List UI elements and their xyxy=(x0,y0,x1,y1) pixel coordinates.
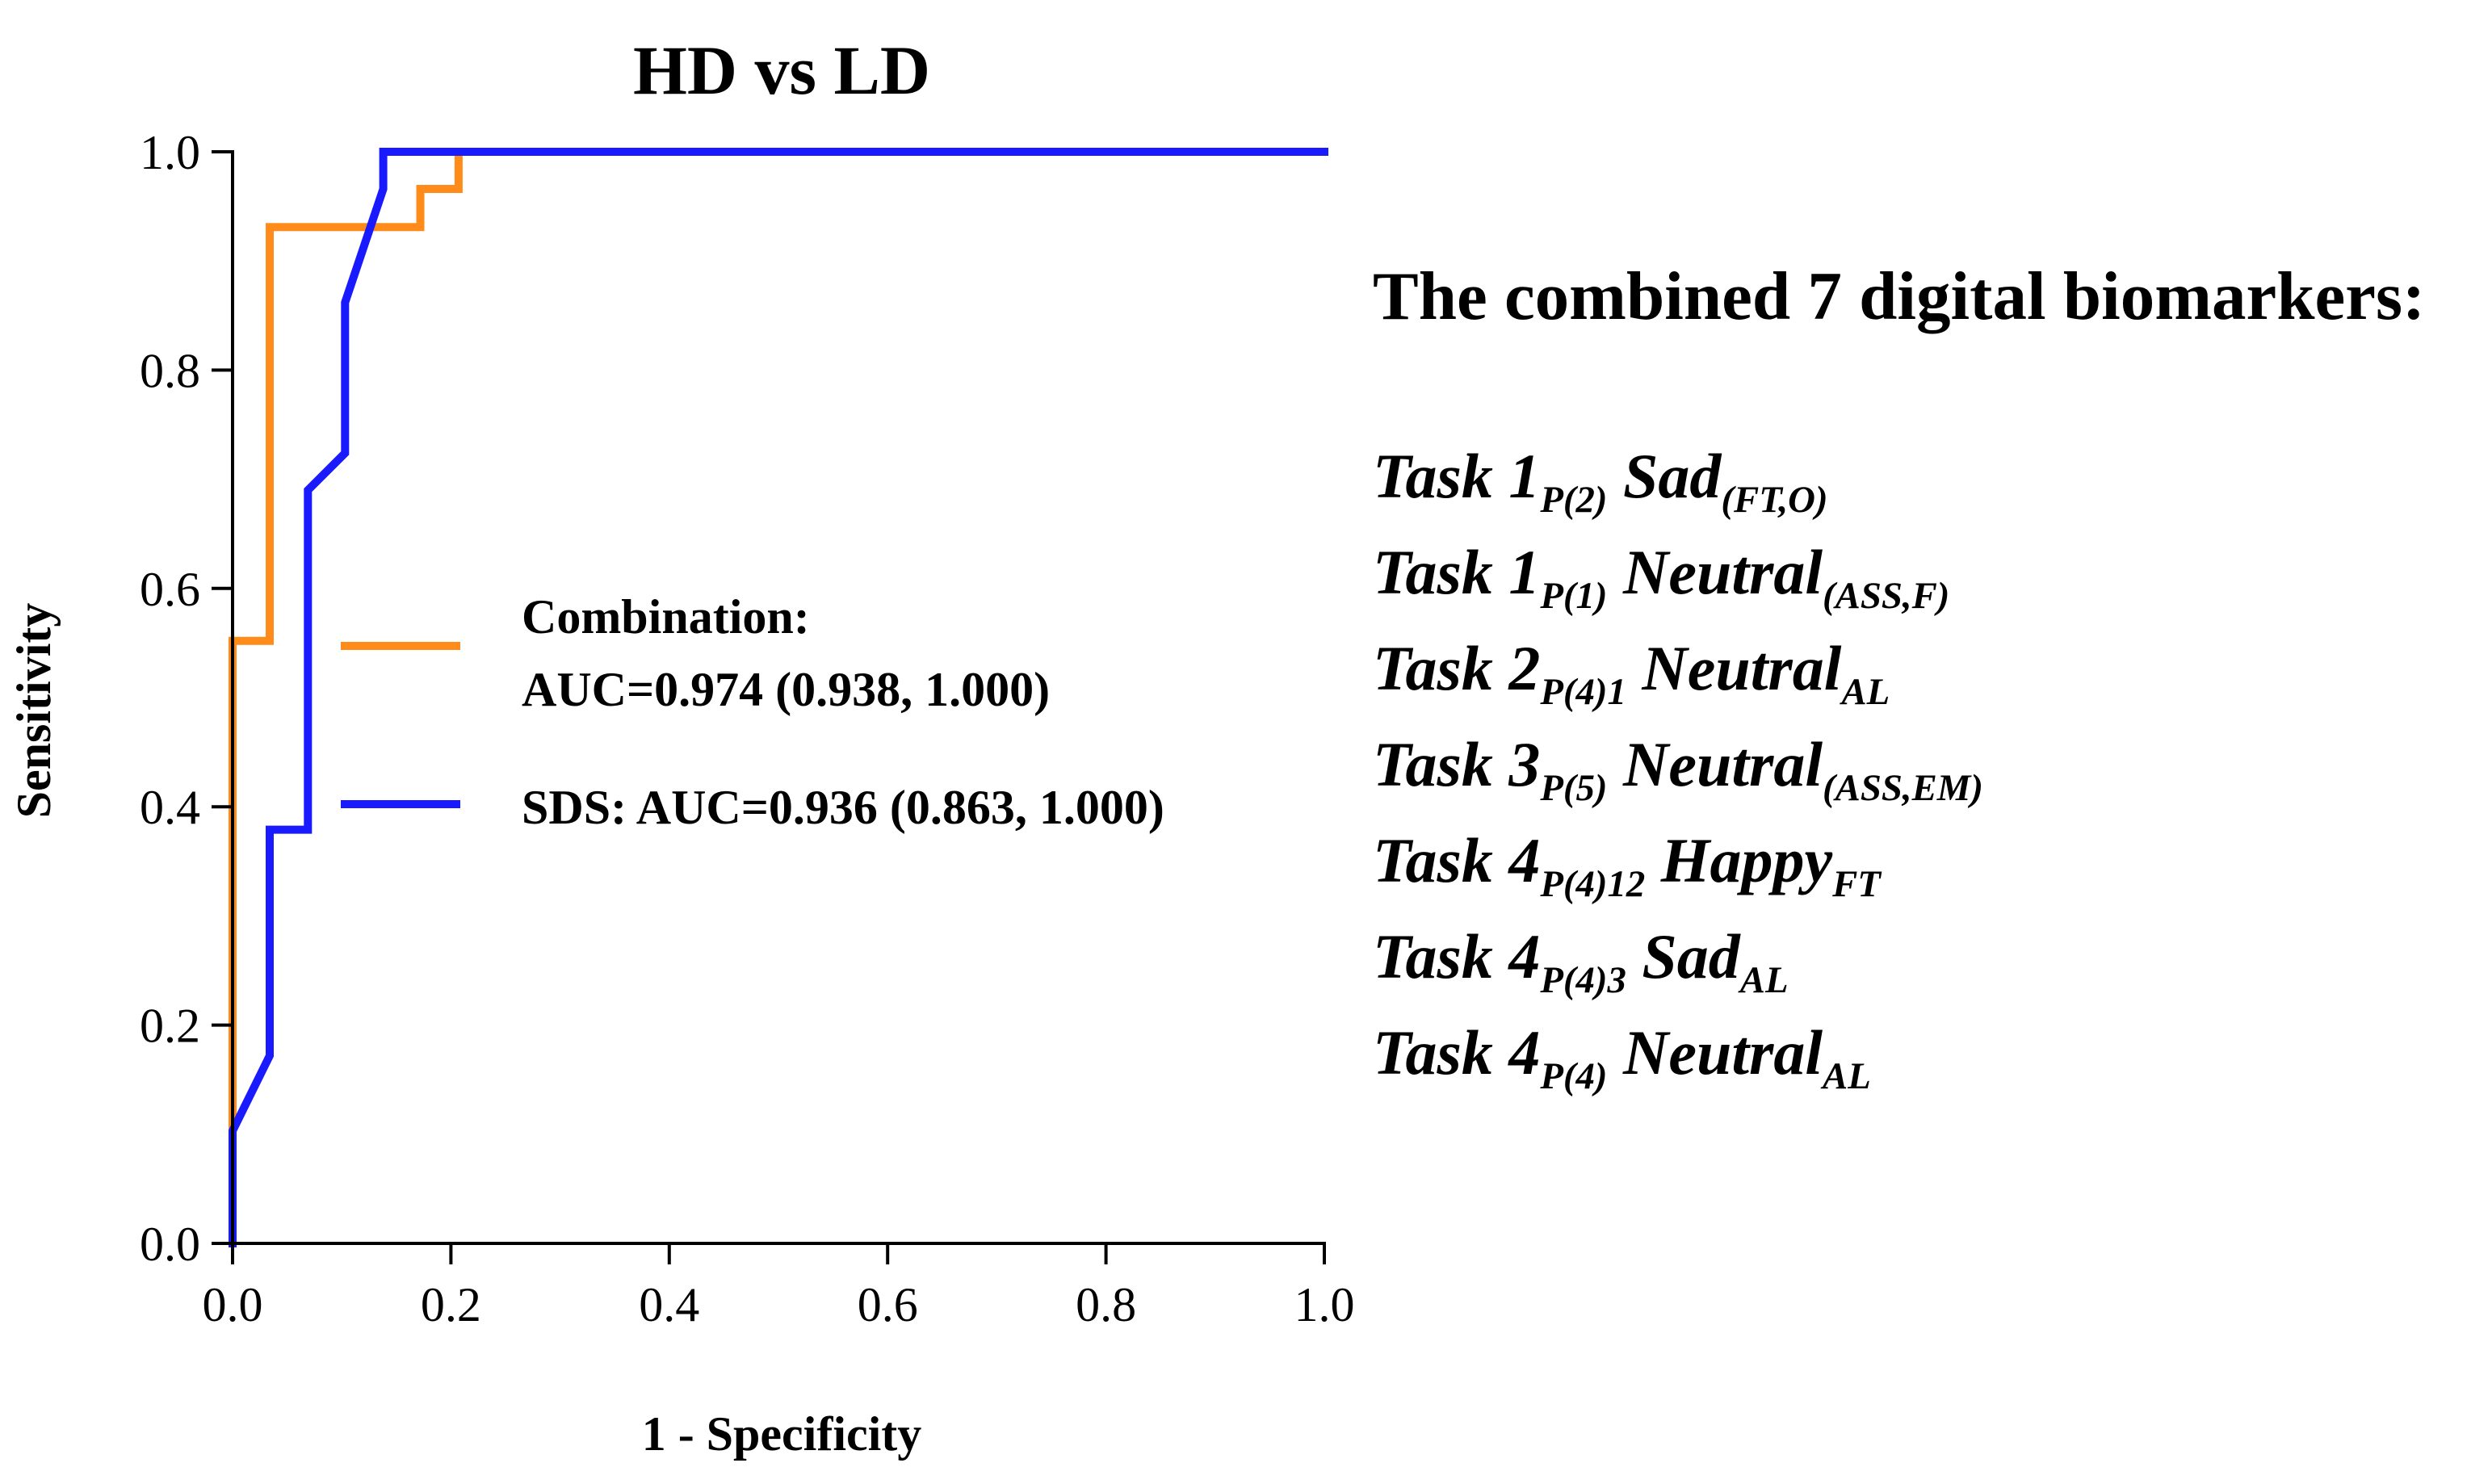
x-tick-label: 1.0 xyxy=(1294,1278,1355,1331)
biomarker-task: Task 1 xyxy=(1373,537,1541,607)
biomarker-task-sub: P(2) xyxy=(1540,478,1608,521)
y-tick-label: 0.0 xyxy=(140,1218,200,1271)
legend-label-sds: SDS: AUC=0.936 (0.863, 1.000) xyxy=(522,781,1164,834)
biomarker-emotion-sub: AL xyxy=(1739,958,1789,1001)
biomarker-item: Task 1P(2) Sad(FT,O) xyxy=(1373,428,1983,524)
legend: Combination: AUC=0.974 (0.938, 1.000) SD… xyxy=(341,590,1164,834)
series-line-sds xyxy=(229,148,1328,1247)
biomarker-task-sub: P(4) xyxy=(1540,1054,1608,1097)
y-axis-label: Sensitivity xyxy=(7,603,61,819)
biomarker-task-sub: P(1) xyxy=(1540,574,1608,617)
y-tick-label: 0.4 xyxy=(140,781,200,834)
y-tick-label: 1.0 xyxy=(140,126,200,179)
biomarker-task: Task 3 xyxy=(1373,729,1541,799)
biomarker-emotion-sub: (FT,O) xyxy=(1721,478,1828,521)
x-tick-label: 0.6 xyxy=(858,1278,918,1331)
biomarker-item: Task 2P(4)1 NeutralAL xyxy=(1373,620,1983,716)
biomarker-emotion: Neutral xyxy=(1623,1017,1823,1088)
biomarker-item: Task 4P(4)3 SadAL xyxy=(1373,908,1983,1004)
biomarker-task: Task 4 xyxy=(1373,1017,1541,1088)
biomarker-task-sub: P(5) xyxy=(1540,766,1608,809)
biomarker-emotion-sub: FT xyxy=(1832,862,1881,905)
legend-detail-combination: AUC=0.974 (0.938, 1.000) xyxy=(522,663,1050,716)
x-tick-label: 0.2 xyxy=(421,1278,481,1331)
x-tick-label: 0.4 xyxy=(639,1278,699,1331)
biomarker-emotion: Neutral xyxy=(1642,633,1842,703)
chart-title: HD vs LD xyxy=(633,31,930,109)
biomarker-emotion: Sad xyxy=(1623,441,1722,511)
plot-area: 0.0 0.2 0.4 0.6 0.8 1.0 0.0 0.2 0.4 0.6 0.8 1.0 xyxy=(140,126,1355,1331)
x-tick-label: 0.8 xyxy=(1076,1278,1136,1331)
biomarker-emotion-sub: (ASS,EM) xyxy=(1823,766,1983,809)
biomarker-emotion-sub: (ASS,F) xyxy=(1823,574,1950,617)
x-axis-label: 1 - Specificity xyxy=(642,1407,922,1461)
biomarker-emotion: Neutral xyxy=(1623,729,1823,799)
y-tick-label: 0.6 xyxy=(140,563,200,616)
biomarker-task-sub: P(4)1 xyxy=(1540,670,1626,713)
biomarker-item: Task 3P(5) Neutral(ASS,EM) xyxy=(1373,716,1983,812)
biomarker-item: Task 1P(1) Neutral(ASS,F) xyxy=(1373,524,1983,620)
biomarker-emotion: Happy xyxy=(1660,825,1833,895)
biomarker-task: Task 4 xyxy=(1373,921,1541,991)
series-line-combination xyxy=(229,148,1328,1135)
biomarker-emotion: Sad xyxy=(1642,921,1740,991)
biomarker-emotion-sub: AL xyxy=(1823,1054,1871,1097)
legend-label-combination: Combination: xyxy=(522,590,810,643)
y-tick-label: 0.8 xyxy=(140,344,200,397)
biomarker-task-sub: P(4)12 xyxy=(1540,862,1646,905)
biomarker-task: Task 1 xyxy=(1373,441,1541,511)
biomarkers-list: Task 1P(2) Sad(FT,O) Task 1P(1) Neutral(… xyxy=(1373,428,1983,1100)
biomarker-task: Task 4 xyxy=(1373,825,1541,895)
y-tick-label: 0.2 xyxy=(140,1000,200,1053)
biomarker-task: Task 2 xyxy=(1373,633,1541,703)
biomarker-task-sub: P(4)3 xyxy=(1540,958,1626,1001)
biomarkers-heading: The combined 7 digital biomarkers: xyxy=(1373,258,2426,334)
biomarker-item: Task 4P(4)12 HappyFT xyxy=(1373,812,1983,908)
biomarker-item: Task 4P(4) NeutralAL xyxy=(1373,1004,1983,1100)
biomarker-emotion-sub: AL xyxy=(1841,670,1890,713)
biomarker-emotion: Neutral xyxy=(1623,537,1823,607)
x-tick-label: 0.0 xyxy=(203,1278,263,1331)
